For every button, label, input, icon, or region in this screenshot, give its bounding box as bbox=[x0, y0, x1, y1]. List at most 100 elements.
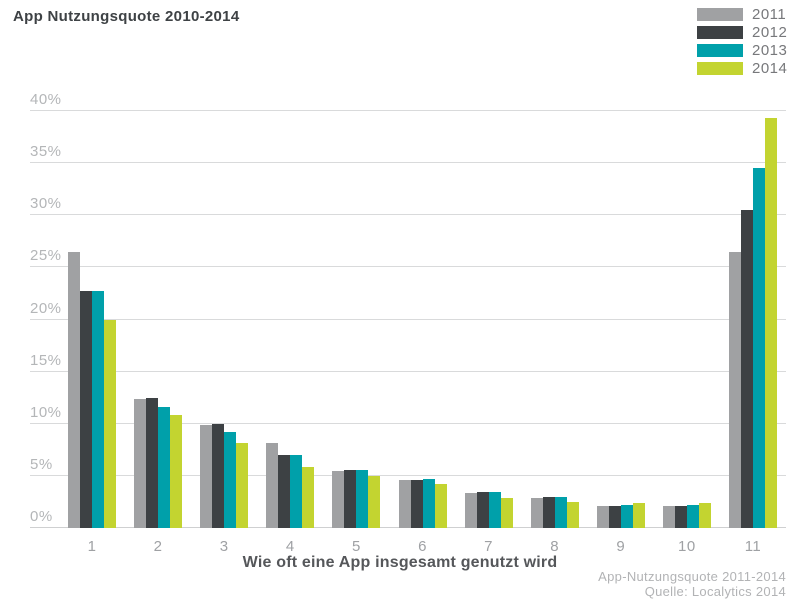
legend-item-2011: 2011 bbox=[697, 6, 786, 23]
gridline-15 bbox=[30, 370, 786, 372]
gridline-25 bbox=[30, 266, 786, 268]
gridline-30 bbox=[30, 214, 786, 216]
ytick-label-20: 20% bbox=[30, 299, 62, 317]
bar-2012-x5 bbox=[344, 469, 357, 528]
ytick-label-15: 15% bbox=[30, 351, 62, 369]
bar-2011-x7 bbox=[464, 492, 477, 528]
ytick-label-0: 0% bbox=[30, 508, 53, 525]
bar-2013-x2 bbox=[158, 407, 171, 528]
bar-2013-x7 bbox=[488, 491, 501, 528]
gridline-5 bbox=[30, 474, 786, 476]
bar-group-10 bbox=[662, 502, 711, 528]
footer-source-line1: App-Nutzungsquote 2011-2014 bbox=[598, 569, 786, 584]
legend-swatch-2014 bbox=[697, 62, 743, 75]
chart-legend: 2011 2012 2013 2014 bbox=[697, 6, 788, 77]
bar-2012-x3 bbox=[212, 423, 225, 528]
bar-group-11 bbox=[729, 118, 777, 528]
legend-swatch-2011 bbox=[697, 8, 743, 21]
bar-2014-x7 bbox=[500, 497, 513, 528]
ytick-label-10: 10% bbox=[30, 403, 62, 421]
bar-2013-x3 bbox=[224, 432, 237, 528]
bar-2014-x10 bbox=[698, 502, 711, 528]
bar-2011-x1 bbox=[68, 251, 80, 528]
bar-2012-x8 bbox=[542, 496, 555, 528]
xtick-label-2: 2 bbox=[153, 538, 163, 555]
legend-label: 2014 bbox=[752, 60, 788, 77]
bar-2014-x3 bbox=[236, 442, 249, 528]
bar-group-6 bbox=[398, 479, 447, 528]
chart-title: App Nutzungsquote 2010-2014 bbox=[13, 8, 240, 25]
bar-2011-x4 bbox=[266, 442, 279, 528]
xtick-label-4: 4 bbox=[285, 538, 295, 555]
bar-2012-x7 bbox=[476, 491, 489, 528]
x-axis-title: Wie oft eine App insgesamt genutzt wird bbox=[242, 554, 558, 571]
legend-swatch-2012 bbox=[697, 26, 743, 39]
bar-2013-x11 bbox=[753, 168, 765, 528]
ytick-label-25: 25% bbox=[30, 247, 62, 265]
legend-item-2013: 2013 bbox=[697, 42, 788, 59]
footer-source-line2: Quelle: Localytics 2014 bbox=[644, 584, 786, 599]
legend-item-2012: 2012 bbox=[697, 24, 788, 41]
bar-2014-x5 bbox=[368, 475, 381, 528]
legend-swatch-2013 bbox=[697, 44, 743, 57]
bar-2012-x10 bbox=[674, 506, 687, 528]
gridline-10 bbox=[30, 422, 786, 424]
bar-2013-x10 bbox=[686, 505, 699, 528]
bar-2012-x9 bbox=[608, 506, 621, 528]
xtick-label-7: 7 bbox=[484, 538, 494, 555]
bar-group-9 bbox=[596, 502, 645, 528]
bar-2013-x5 bbox=[356, 469, 369, 528]
xtick-label-6: 6 bbox=[418, 538, 427, 555]
legend-label: 2013 bbox=[752, 42, 788, 59]
bar-2011-x9 bbox=[596, 506, 609, 528]
ytick-label-35: 35% bbox=[30, 143, 62, 161]
ytick-label-5: 5% bbox=[30, 455, 53, 473]
gridline-20 bbox=[30, 318, 786, 320]
xtick-label-3: 3 bbox=[219, 538, 229, 555]
bar-group-1 bbox=[68, 251, 116, 528]
bar-2011-x3 bbox=[200, 424, 213, 528]
bar-2012-x1 bbox=[80, 291, 92, 528]
bar-2011-x8 bbox=[530, 497, 543, 528]
legend-label: 2012 bbox=[752, 24, 788, 41]
bar-2011-x5 bbox=[332, 470, 345, 528]
xtick-label-10: 10 bbox=[678, 538, 696, 555]
bar-2011-x11 bbox=[729, 251, 741, 528]
bar-2014-x1 bbox=[104, 319, 116, 528]
bar-2014-x11 bbox=[765, 118, 777, 528]
xtick-label-5: 5 bbox=[351, 538, 361, 555]
gridline-40 bbox=[30, 110, 786, 111]
bar-2012-x11 bbox=[741, 210, 753, 528]
bar-group-7 bbox=[464, 491, 513, 528]
legend-item-2014: 2014 bbox=[697, 60, 788, 77]
gridline-35 bbox=[30, 162, 786, 164]
bar-2011-x2 bbox=[134, 398, 147, 528]
bar-2013-x6 bbox=[422, 479, 435, 528]
bar-group-2 bbox=[134, 397, 183, 528]
bar-2012-x2 bbox=[146, 397, 159, 528]
bar-2013-x1 bbox=[92, 291, 104, 528]
bar-2013-x8 bbox=[554, 496, 567, 528]
bar-2011-x6 bbox=[398, 480, 411, 528]
bar-2012-x6 bbox=[410, 480, 423, 528]
bar-2011-x10 bbox=[662, 506, 675, 528]
xtick-label-1: 1 bbox=[87, 538, 97, 555]
bar-group-3 bbox=[200, 423, 249, 528]
ytick-label-30: 30% bbox=[30, 195, 62, 213]
plot-area: 0% 5% 10% 15% 20% 25% 30% 35% 40% bbox=[30, 91, 786, 528]
bar-2014-x2 bbox=[170, 415, 183, 528]
bar-2014-x6 bbox=[434, 484, 447, 528]
bar-group-5 bbox=[332, 469, 381, 528]
bar-2013-x9 bbox=[620, 505, 633, 528]
bar-2014-x9 bbox=[632, 502, 645, 528]
bar-group-8 bbox=[530, 496, 579, 528]
xtick-label-8: 8 bbox=[550, 538, 560, 555]
ytick-label-40: 40% bbox=[30, 91, 62, 108]
bar-2014-x4 bbox=[302, 466, 315, 528]
chart-footer: App-Nutzungsquote 2011-2014 Quelle: Loca… bbox=[598, 569, 786, 599]
xtick-label-9: 9 bbox=[616, 538, 626, 555]
bar-2012-x4 bbox=[278, 455, 291, 528]
xtick-label-11: 11 bbox=[744, 538, 762, 555]
bar-group-4 bbox=[266, 442, 315, 528]
